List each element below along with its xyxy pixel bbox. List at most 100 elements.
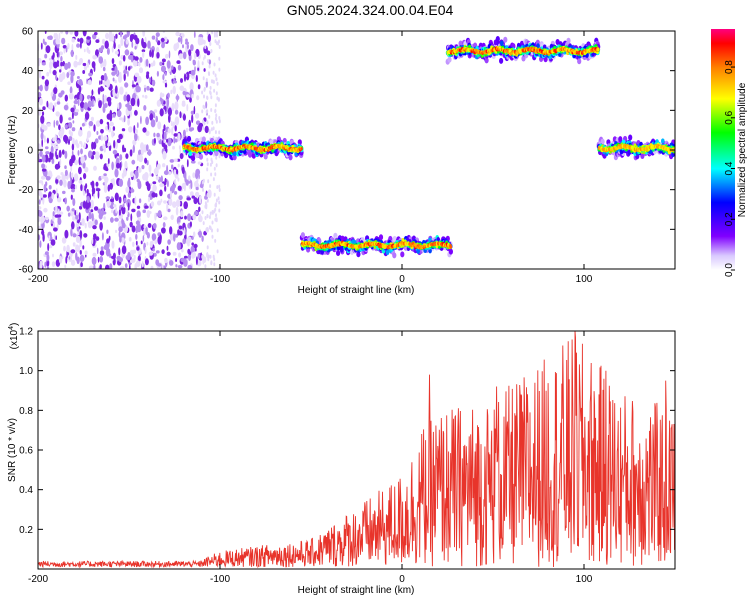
spectrogram-noise-cell <box>134 196 137 206</box>
spectrogram-noise-cell <box>149 171 152 177</box>
spectrogram-noise-cell <box>211 31 214 35</box>
spectrogram-noise-cell <box>70 166 73 172</box>
spectrogram-noise-cell <box>157 121 162 130</box>
spectrogram-noise-cell <box>74 139 78 146</box>
spectrogram-noise-cell <box>154 239 158 245</box>
spectrogram-noise-cell <box>214 116 217 121</box>
spectrogram-noise-cell <box>73 111 79 116</box>
spectrogram-noise-cell <box>86 78 88 85</box>
spectrogram-noise-cell <box>164 185 167 192</box>
spectrogram-noise-cell <box>84 201 90 210</box>
spectrogram-noise-cell <box>135 240 138 246</box>
spectrogram-noise-cell <box>109 253 112 258</box>
spectrogram-noise-cell <box>167 171 172 176</box>
spectrogram-noise-cell <box>41 75 45 80</box>
spectrogram-noise-cell <box>50 145 54 154</box>
spectrogram-noise-cell <box>118 60 122 66</box>
spectrogram-noise-cell <box>175 258 178 262</box>
spectrogram-noise-cell <box>49 69 52 74</box>
spectrogram-noise-cell <box>99 118 104 125</box>
spectrogram-noise-cell <box>145 176 148 182</box>
spectrogram-noise-cell <box>203 68 206 72</box>
spectrogram-noise-cell <box>86 62 89 68</box>
spectrogram-noise-cell <box>92 151 96 155</box>
spectrogram-noise-cell <box>168 50 171 59</box>
spectrogram-noise-cell <box>215 113 218 118</box>
spectrogram-noise-cell <box>151 233 157 241</box>
spectrogram-noise-cell <box>178 225 183 230</box>
spectrogram-noise-cell <box>213 33 216 38</box>
spectrogram-noise-cell <box>117 103 120 110</box>
spectrogram-noise-cell <box>52 137 56 142</box>
spectrogram-noise-cell <box>133 175 136 181</box>
spectrogram-noise-cell <box>171 102 175 112</box>
spectrogram-noise-cell <box>131 159 136 165</box>
spectrogram-noise-cell <box>78 129 83 137</box>
spectrogram-ridge-cell <box>356 251 361 258</box>
spectrogram-noise-cell <box>209 211 212 216</box>
spectrogram-ridge-cell <box>198 153 204 160</box>
spectrogram-noise-cell <box>148 251 153 256</box>
spectrogram-noise-cell <box>79 254 85 262</box>
spectrogram-noise-cell <box>199 37 204 46</box>
spectrogram-noise-cell <box>134 72 140 78</box>
spectrogram-noise-cell <box>176 93 179 102</box>
spectrogram-noise-cell <box>58 255 63 264</box>
spectrogram-noise-cell <box>55 179 59 184</box>
spectrogram-noise-cell <box>127 104 133 112</box>
spectrogram-noise-cell <box>208 215 211 220</box>
spectrogram-noise-cell <box>78 166 82 175</box>
spectrogram-noise-cell <box>48 235 51 241</box>
spectrogram-noise-cell <box>111 46 114 53</box>
spectrogram-ridge-cell <box>288 154 293 161</box>
spectrogram-noise-cell <box>208 225 211 230</box>
spectrogram-noise-cell <box>102 97 105 107</box>
spectrogram-noise-cell <box>65 256 68 264</box>
spectrogram-noise-cell <box>210 172 213 177</box>
spectrogram-noise-cell <box>90 205 94 209</box>
spectrogram-noise-cell <box>161 227 166 234</box>
spectrogram-noise-cell <box>82 245 85 250</box>
spectrogram-noise-cell <box>40 132 44 140</box>
spectrogram-noise-cell <box>119 266 125 269</box>
spectrogram-noise-cell <box>156 70 159 77</box>
spectrogram-noise-cell <box>118 133 123 140</box>
spectrogram-noise-cell <box>84 111 90 120</box>
spectrogram-noise-cell <box>38 206 42 210</box>
spectrogram-noise-cell <box>218 154 221 159</box>
spectrogram-noise-cell <box>150 265 154 269</box>
spectrogram-noise-cell <box>193 210 199 216</box>
spectrogram-noise-cell <box>91 213 94 222</box>
spectrogram-noise-cell <box>95 188 101 192</box>
spectrogram-noise-cell <box>209 85 212 90</box>
spectrogram-noise-cell <box>55 74 58 81</box>
spectrogram-noise-cell <box>160 37 165 43</box>
spectrogram-noise-cell <box>45 45 51 54</box>
spectrogram-noise-cell <box>127 66 131 71</box>
spectrogram-noise-cell <box>70 71 75 77</box>
spectrogram-noise-cell <box>202 119 204 124</box>
spectrogram-noise-cell <box>112 77 115 82</box>
spectrogram-noise-cell <box>67 81 71 85</box>
spectrogram-noise-cell <box>71 208 75 212</box>
spectrogram-noise-cell <box>127 118 130 126</box>
spectrogram-noise-cell <box>100 175 105 179</box>
spectrogram-noise-cell <box>215 119 218 124</box>
spectrogram-noise-cell <box>218 119 221 124</box>
spectrogram-noise-cell <box>218 188 221 192</box>
spectrogram-noise-cell <box>142 235 145 242</box>
spectrogram-noise-cell <box>151 49 154 56</box>
spectrogram-noise-cell <box>156 99 161 107</box>
spectrogram-noise-cell <box>175 199 181 207</box>
spectrogram-noise-cell <box>82 190 86 196</box>
spectrogram-noise-cell <box>114 85 118 94</box>
spectrogram-noise-cell <box>109 121 114 127</box>
spectrogram-noise-cell <box>123 65 126 71</box>
spectrogram-noise-cell <box>153 113 156 119</box>
spectrogram-noise-cell <box>170 190 172 199</box>
spectrogram-noise-cell <box>151 79 156 87</box>
spectrogram-noise-cell <box>114 65 118 75</box>
spectrogram-noise-cell <box>105 264 110 269</box>
spectrogram-noise-cell <box>159 92 163 98</box>
spectrogram-ridge-cell <box>458 40 463 47</box>
